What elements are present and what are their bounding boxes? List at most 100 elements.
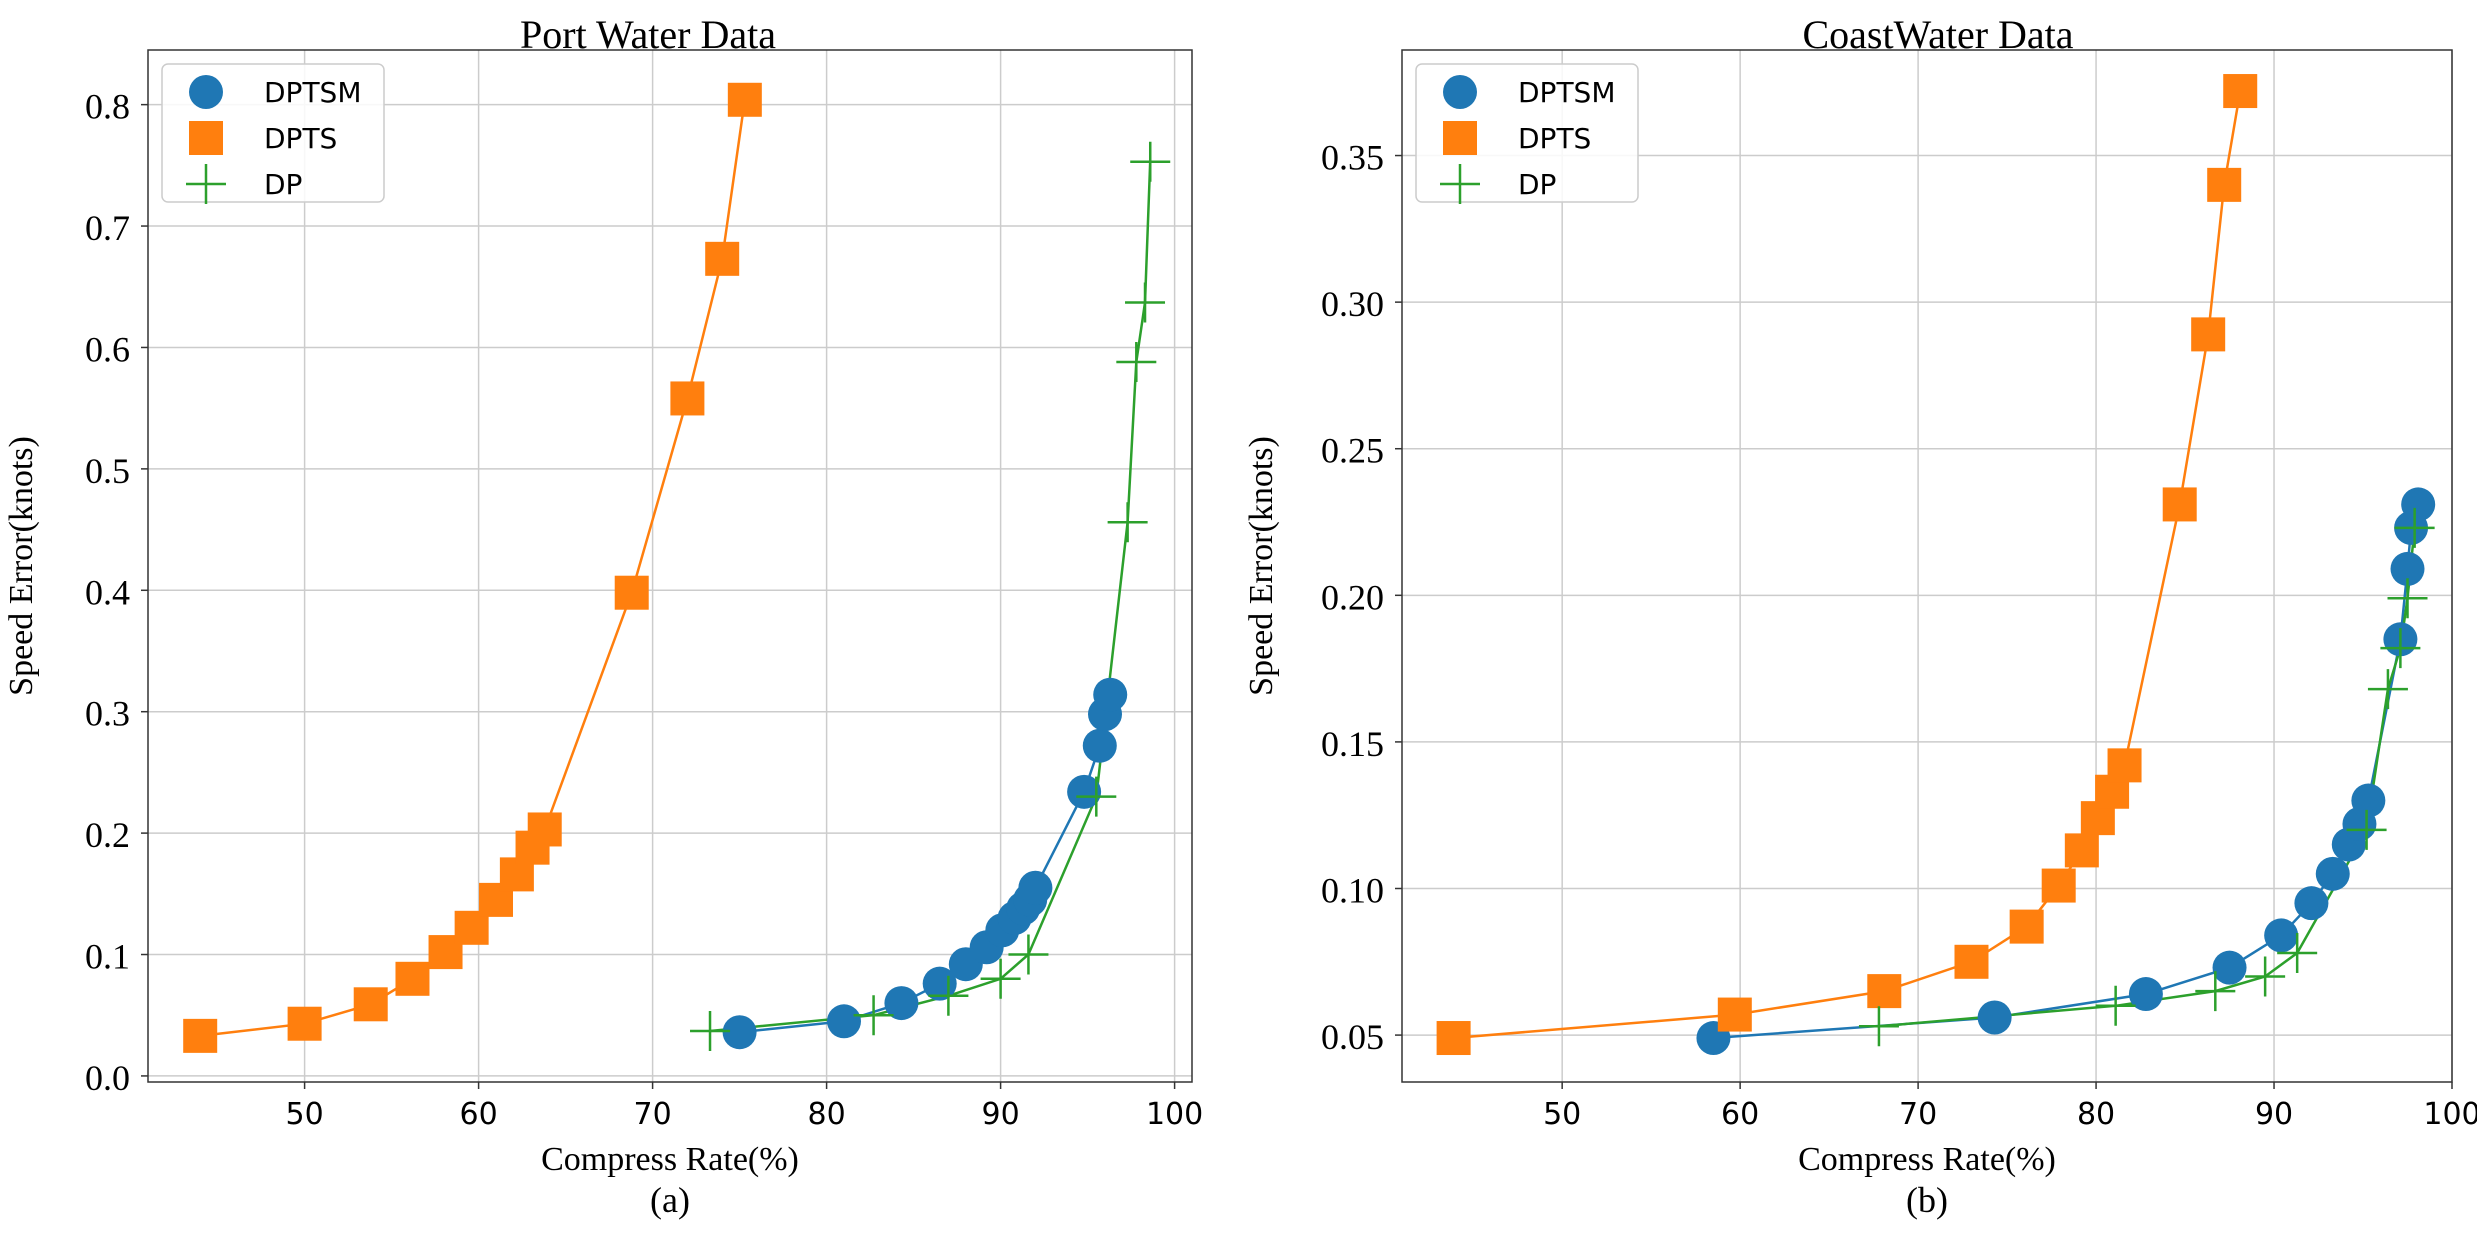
legend-label-dptsm: DPTSM [264, 76, 361, 109]
y-tick-label: 0.5 [85, 451, 130, 491]
data-point-dpts [287, 1006, 322, 1041]
y-tick-label: 0.10 [1321, 871, 1384, 911]
y-tick-label: 0.15 [1321, 724, 1384, 764]
data-point-dpts [2162, 487, 2197, 522]
y-tick-label: 0.4 [85, 572, 130, 612]
data-point-dp [1125, 282, 1166, 323]
data-point-dpts [2191, 317, 2226, 352]
y-tick-label: 0.6 [85, 329, 130, 369]
data-point-dpts [527, 812, 562, 847]
y-tick-label: 0.3 [85, 694, 130, 734]
data-point-dp [1008, 934, 1049, 975]
x-tick-label: 70 [634, 1097, 672, 1132]
data-point-dpts [1867, 974, 1902, 1009]
data-point-dptsm [722, 1015, 757, 1050]
series-line-dpts [1453, 90, 2242, 1040]
data-point-dptsm [2351, 783, 2386, 818]
data-point-dpts [2041, 868, 2076, 903]
data-point-dptsm [2390, 551, 2425, 586]
legend-marker-dpts [1443, 121, 1477, 155]
chart-panel-2: 50 60 70 80 90 100 0.05 0.10 0.15 0.20 0.25 0.30 0.3… [1243, 12, 2477, 1220]
data-point-dp [2277, 933, 2318, 973]
data-point-dpts [395, 961, 430, 996]
data-point-dp [2195, 971, 2236, 1012]
data-point-dp [2387, 578, 2428, 619]
data-point-dp [2245, 956, 2286, 997]
data-point-dpts [1717, 997, 1752, 1032]
data-point-dp [690, 1011, 731, 1052]
data-point-dptsm [2401, 487, 2436, 522]
panel-caption: (a) [650, 1180, 690, 1220]
x-tick-label: 80 [2077, 1097, 2115, 1132]
x-tick-label: 70 [1899, 1097, 1937, 1132]
legend-marker-dptsm [1443, 75, 1477, 109]
legend: DPTSM DPTS DP [161, 63, 385, 204]
data-point-dp [1076, 776, 1117, 817]
y-tick-label: 0.35 [1321, 138, 1384, 178]
legend-label-dptsm: DPTSM [1518, 76, 1615, 109]
x-tick-label: 90 [2255, 1097, 2293, 1132]
x-tick-label: 60 [460, 1097, 498, 1132]
legend: DPTSM DPTS DP [1415, 63, 1639, 204]
plot-frame [1401, 49, 2453, 1083]
x-tick-label: 60 [1721, 1097, 1759, 1132]
y-tick-label: 0.25 [1321, 431, 1384, 471]
chart-panel-1: 50 60 70 80 90 100 0.0 0.1 0.2 0.3 0.4 0.5 0.6 0.7 0.8… [3, 12, 1203, 1220]
y-tick-label: 0.0 [85, 1058, 130, 1098]
data-point-dptsm [827, 1004, 861, 1039]
x-tick-label: 100 [1146, 1097, 1203, 1132]
series-line-dp [709, 161, 1152, 1033]
x-axis-label: Compress Rate(%) [541, 1141, 799, 1178]
data-point-dp [980, 958, 1021, 999]
data-point-dptsm [2212, 950, 2247, 985]
data-point-dp [1116, 342, 1157, 383]
series-line-dptsm [1713, 504, 2420, 1040]
y-tick-label: 0.30 [1321, 284, 1384, 324]
data-point-dpts [2223, 74, 2258, 109]
legend-marker-dp [1440, 164, 1480, 204]
data-point-dpts [2207, 167, 2242, 202]
data-point-dp [2346, 809, 2387, 850]
y-tick-label: 0.05 [1321, 1017, 1384, 1057]
data-point-dp [2394, 507, 2435, 548]
x-tick-label: 50 [286, 1097, 324, 1132]
x-tick-label: 100 [2423, 1097, 2477, 1132]
y-tick-label: 0.2 [85, 815, 130, 855]
legend-label-dpts: DPTS [1518, 122, 1591, 155]
legend-label-dpts: DPTS [264, 122, 337, 155]
data-point-dp [2095, 985, 2136, 1026]
y-tick-label: 0.20 [1321, 577, 1384, 617]
data-point-dpts [727, 82, 762, 117]
data-point-dpts [1436, 1021, 1471, 1056]
data-point-dpts [1954, 944, 1989, 979]
data-point-dpts [2009, 909, 2044, 944]
data-point-dp [2367, 669, 2408, 710]
data-point-dptsm [1977, 1000, 2012, 1035]
data-point-dptsm [884, 986, 919, 1021]
legend-marker-dptsm [189, 75, 223, 109]
x-tick-label: 50 [1543, 1097, 1581, 1132]
data-point-dptsm [2315, 856, 2350, 891]
data-point-dptsm [1093, 677, 1128, 712]
data-point-dpts [2064, 833, 2099, 868]
data-point-dptsm [2294, 886, 2329, 921]
data-point-dpts [353, 987, 388, 1022]
x-tick-label: 80 [808, 1097, 846, 1132]
y-tick-label: 0.1 [85, 937, 130, 977]
x-axis-label: Compress Rate(%) [1798, 1141, 2056, 1178]
data-point-dpts [614, 575, 649, 610]
data-point-dp [928, 975, 969, 1016]
y-axis-label: Speed Error(knots) [3, 436, 40, 696]
data-point-dptsm [1082, 728, 1117, 763]
data-point-dpts [705, 241, 740, 276]
data-point-dpts [670, 381, 705, 416]
series-line-dpts [200, 99, 747, 1038]
y-tick-label: 0.7 [85, 208, 130, 248]
data-point-dp [1130, 141, 1171, 182]
plot-frame [147, 49, 1193, 1083]
chart-title: Port Water Data [520, 12, 776, 57]
data-point-dp [1858, 1006, 1899, 1047]
chart-title: CoastWater Data [1802, 12, 2073, 57]
data-point-dpts [183, 1018, 218, 1053]
